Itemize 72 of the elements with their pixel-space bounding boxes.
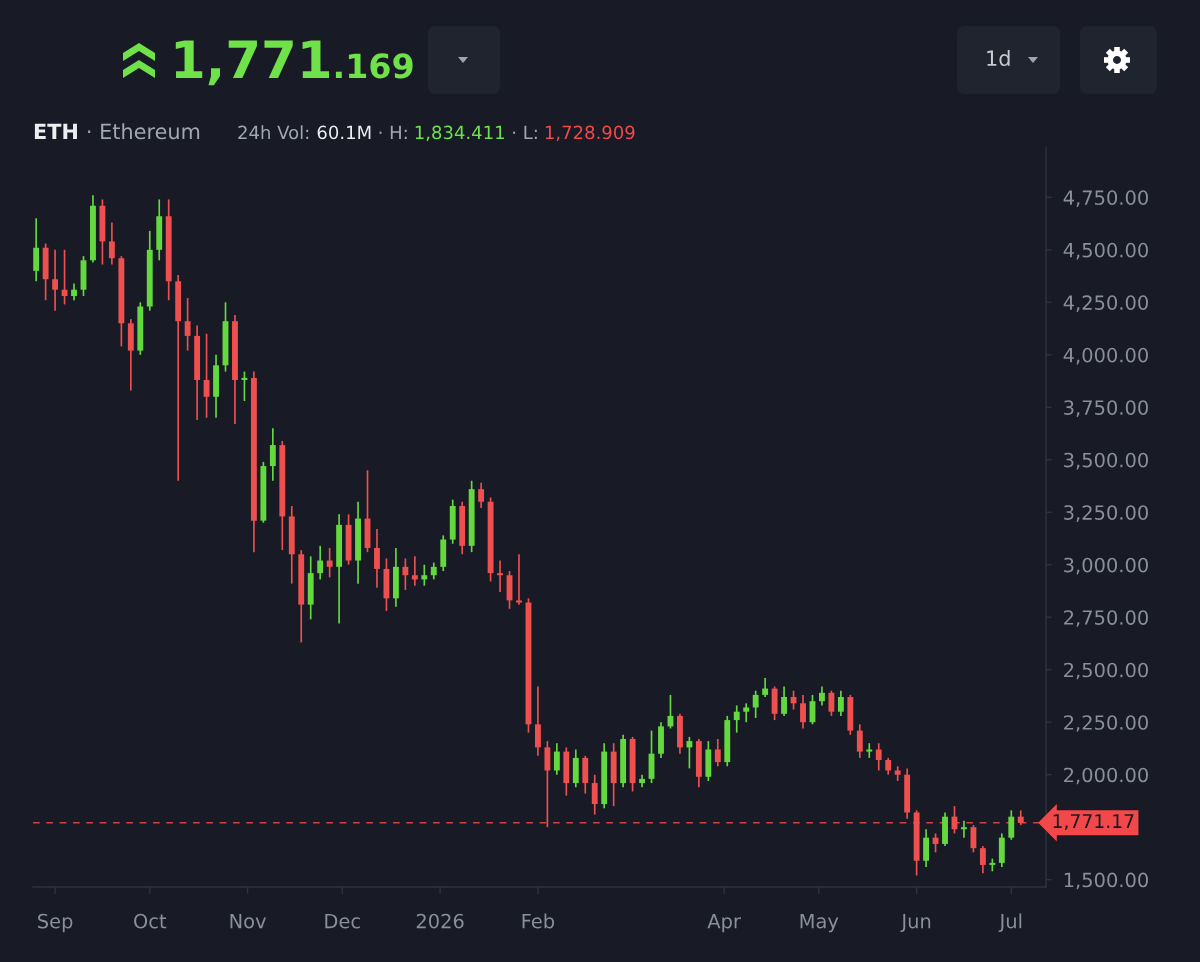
candlestick <box>979 845 986 875</box>
candlestick <box>108 221 115 266</box>
candlestick <box>553 742 560 776</box>
x-tick-label: Jul <box>998 913 1022 933</box>
candlestick <box>33 217 40 283</box>
x-tick-label: Dec <box>325 913 360 929</box>
candlestick <box>743 702 750 724</box>
text: 24h Vol: <box>238 125 309 140</box>
y-tick-label: 3,500.00 <box>1064 452 1148 470</box>
y-tick-label: 1,500.00 <box>1064 872 1148 890</box>
y-tick-label: 3,000.00 <box>1064 557 1148 575</box>
candlestick <box>1008 809 1015 841</box>
candlestick <box>534 685 541 757</box>
candlestick <box>478 482 485 509</box>
text: .169 <box>335 53 413 79</box>
text: 1,834.411 <box>415 125 504 142</box>
ref-line-label: 1,771.17 <box>1053 814 1134 831</box>
candlestick <box>752 689 759 719</box>
x-tick-label: Jun <box>900 913 931 933</box>
candlestick <box>516 553 522 606</box>
x-tick-label: Apr <box>707 913 741 933</box>
y-tick-label: 3,750.00 <box>1064 400 1148 417</box>
candlestick <box>591 773 598 816</box>
candlestick <box>856 723 863 759</box>
text: 1d <box>987 49 1010 67</box>
x-tick-label: 2026 <box>416 913 464 929</box>
text: 1,771 <box>175 40 330 86</box>
candlestick <box>828 689 835 717</box>
text: ETH <box>34 123 77 139</box>
y-tick-label: 4,750.00 <box>1063 190 1148 207</box>
candlestick <box>762 677 769 698</box>
text: 60.1M <box>317 125 371 140</box>
x-tick-label: Sep <box>38 913 73 933</box>
candlestick <box>317 545 324 581</box>
text: · H: <box>379 125 407 139</box>
candlestick <box>961 820 967 839</box>
x-tick-label: Feb <box>522 913 555 929</box>
candlestick <box>411 555 418 587</box>
y-tick-label: 4,500.00 <box>1063 242 1148 260</box>
y-tick-label: 4,000.00 <box>1063 347 1148 365</box>
candlestick <box>819 685 825 707</box>
x-tick-label: Oct <box>134 913 167 929</box>
text: · L: <box>513 125 537 139</box>
candlestick <box>733 704 740 734</box>
candlestick <box>837 689 844 717</box>
candlestick <box>923 828 930 868</box>
candlestick <box>970 824 977 854</box>
candlestick <box>269 427 276 482</box>
candlestick <box>402 557 409 591</box>
x-tick-label: May <box>800 913 839 933</box>
candlestick <box>714 738 721 768</box>
candlestick <box>875 742 882 772</box>
candlestick <box>686 736 693 770</box>
y-tick-label: 4,250.00 <box>1063 295 1148 312</box>
candlestick <box>421 563 428 587</box>
candlestick <box>374 528 380 589</box>
candlestick <box>52 248 59 312</box>
candlestick <box>497 559 503 593</box>
text: 1,728.909 <box>545 125 635 142</box>
x-tick-label: Nov <box>230 913 266 929</box>
y-tick-label: 2,750.00 <box>1064 610 1148 627</box>
candlestick <box>781 685 788 717</box>
candlestick <box>866 742 873 759</box>
y-tick-label: 2,250.00 <box>1064 715 1148 732</box>
text: · Ethereum <box>88 123 200 140</box>
candlestick <box>203 332 210 419</box>
candlestick <box>184 297 191 352</box>
candlestick <box>326 547 333 579</box>
y-tick-label: 2,500.00 <box>1064 662 1148 680</box>
y-tick-label: 3,250.00 <box>1064 505 1148 522</box>
y-tick-label: 2,000.00 <box>1064 767 1148 785</box>
candlestick <box>800 694 806 730</box>
